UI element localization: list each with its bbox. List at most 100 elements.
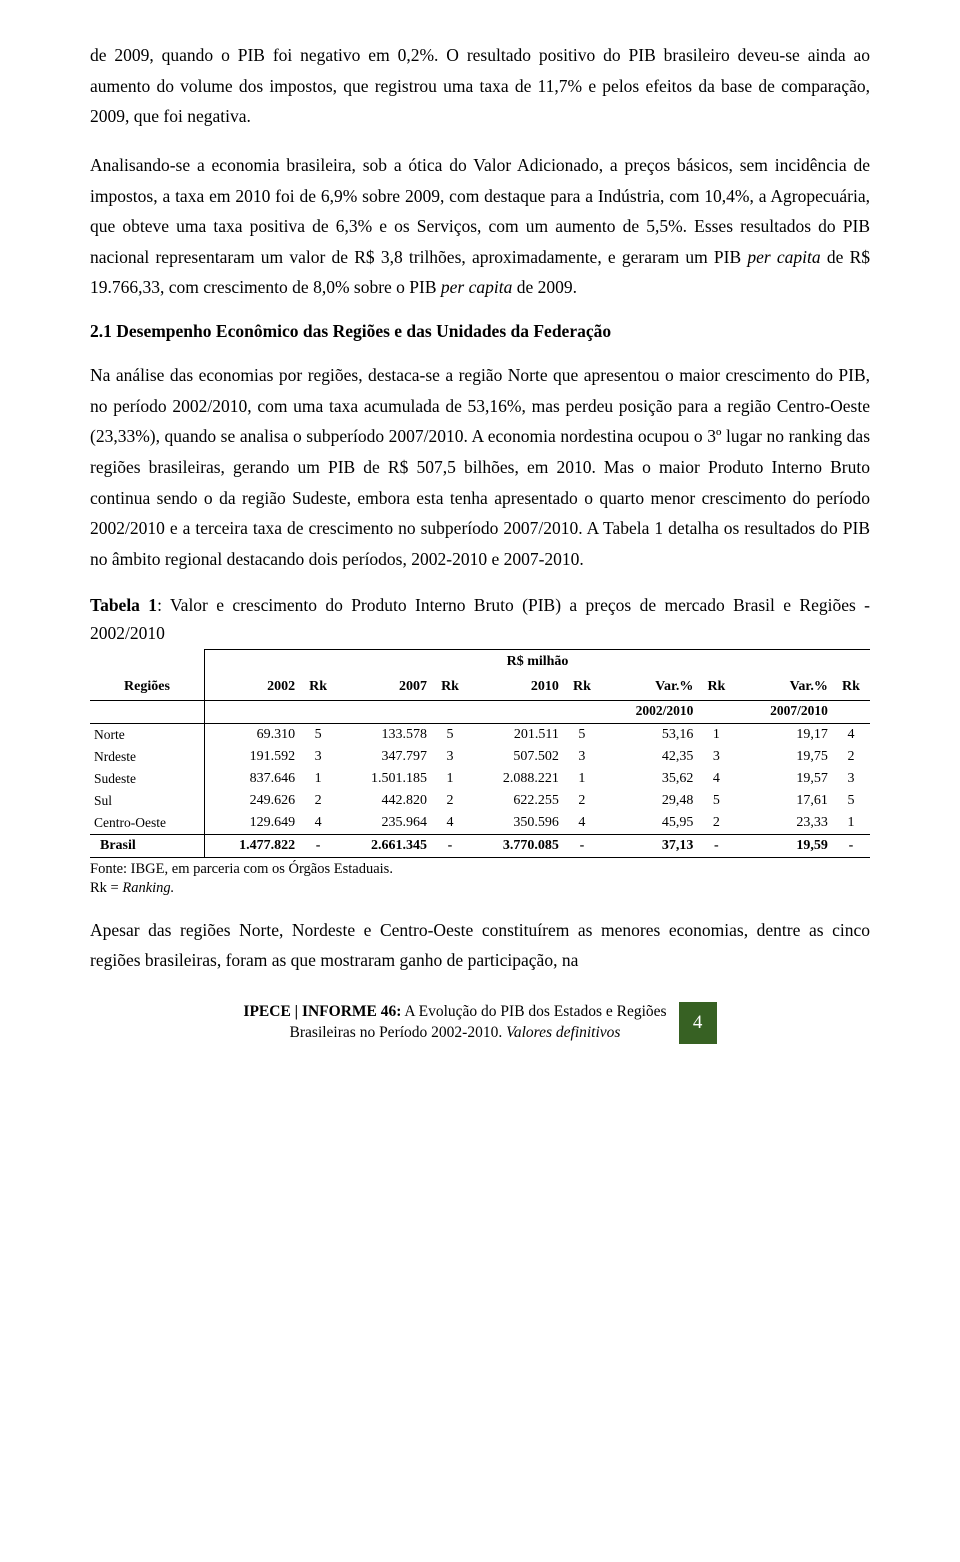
- row-rk1: 3: [299, 746, 337, 768]
- footer-line1b: A Evolução do PIB dos Estados e Regiões: [401, 1003, 666, 1020]
- row-2002: 69.310: [205, 723, 300, 746]
- row-rk2: 1: [431, 768, 469, 790]
- row-2007: 347.797: [337, 746, 431, 768]
- row-rk5: 5: [832, 790, 870, 812]
- table-header-row: Regiões 2002 Rk 2007 Rk 2010 Rk Var.% Rk…: [90, 674, 870, 701]
- total-name: Brasil: [90, 834, 205, 857]
- row-rk3: 2: [563, 790, 601, 812]
- table-row: Nrdeste191.5923347.7973507.502342,35319,…: [90, 746, 870, 768]
- row-2002: 129.649: [205, 812, 300, 835]
- row-2007: 235.964: [337, 812, 431, 835]
- total-2007: 2.661.345: [337, 834, 431, 857]
- paragraph-2: Analisando-se a economia brasileira, sob…: [90, 150, 870, 303]
- row-2007: 133.578: [337, 723, 431, 746]
- pib-table: R$ milhão Regiões 2002 Rk 2007 Rk 2010 R…: [90, 649, 870, 858]
- sub-2007-2010: 2007/2010: [735, 700, 831, 723]
- table-total-row: Brasil 1.477.822 - 2.661.345 - 3.770.085…: [90, 834, 870, 857]
- paragraph-3: Na análise das economias por regiões, de…: [90, 360, 870, 574]
- note-rk-italic: Ranking.: [122, 880, 174, 896]
- row-rk1: 1: [299, 768, 337, 790]
- row-rk1: 4: [299, 812, 337, 835]
- footer-line2b: Valores definitivos: [506, 1024, 620, 1041]
- row-name: Nrdeste: [90, 746, 205, 768]
- table-unit-row: R$ milhão: [90, 649, 870, 674]
- row-rk2: 2: [431, 790, 469, 812]
- row-var1: 42,35: [601, 746, 697, 768]
- row-var2: 17,61: [735, 790, 831, 812]
- sub-2002-2010: 2002/2010: [601, 700, 697, 723]
- row-rk5: 2: [832, 746, 870, 768]
- row-name: Centro-Oeste: [90, 812, 205, 835]
- note-rk-a: Rk =: [90, 880, 122, 896]
- row-2010: 622.255: [469, 790, 563, 812]
- total-rk3: -: [563, 834, 601, 857]
- table-row: Norte69.3105133.5785201.511553,16119,174: [90, 723, 870, 746]
- row-2002: 837.646: [205, 768, 300, 790]
- row-rk4: 1: [697, 723, 735, 746]
- row-rk3: 4: [563, 812, 601, 835]
- footer-text: IPECE | INFORME 46: A Evolução do PIB do…: [243, 1002, 674, 1044]
- row-rk4: 4: [697, 768, 735, 790]
- row-rk3: 3: [563, 746, 601, 768]
- row-var1: 29,48: [601, 790, 697, 812]
- page-number: 4: [679, 1002, 717, 1044]
- col-2002: 2002: [205, 674, 300, 701]
- row-rk1: 2: [299, 790, 337, 812]
- col-var2: Var.%: [735, 674, 831, 701]
- row-2010: 350.596: [469, 812, 563, 835]
- row-rk2: 5: [431, 723, 469, 746]
- row-rk1: 5: [299, 723, 337, 746]
- row-rk2: 4: [431, 812, 469, 835]
- col-rk2: Rk: [431, 674, 469, 701]
- table-row: Sudeste837.64611.501.18512.088.221135,62…: [90, 768, 870, 790]
- total-var2: 19,59: [735, 834, 831, 857]
- row-var2: 19,57: [735, 768, 831, 790]
- row-rk4: 2: [697, 812, 735, 835]
- table-title: Tabela 1: Valor e crescimento do Produto…: [90, 592, 870, 646]
- table-subheader-row: 2002/2010 2007/2010: [90, 700, 870, 723]
- total-rk2: -: [431, 834, 469, 857]
- col-2010: 2010: [469, 674, 563, 701]
- col-rk3: Rk: [563, 674, 601, 701]
- col-regioes: Regiões: [90, 674, 205, 701]
- table-row: Centro-Oeste129.6494235.9644350.596445,9…: [90, 812, 870, 835]
- row-var1: 53,16: [601, 723, 697, 746]
- col-rk1: Rk: [299, 674, 337, 701]
- row-2007: 1.501.185: [337, 768, 431, 790]
- row-rk3: 1: [563, 768, 601, 790]
- row-name: Norte: [90, 723, 205, 746]
- paragraph-4: Apesar das regiões Norte, Nordeste e Cen…: [90, 915, 870, 976]
- row-var2: 23,33: [735, 812, 831, 835]
- document-page: de 2009, quando o PIB foi negativo em 0,…: [0, 0, 960, 1074]
- row-2007: 442.820: [337, 790, 431, 812]
- page-footer: IPECE | INFORME 46: A Evolução do PIB do…: [90, 1002, 870, 1044]
- col-rk4: Rk: [697, 674, 735, 701]
- col-rk5: Rk: [832, 674, 870, 701]
- row-name: Sudeste: [90, 768, 205, 790]
- footer-bold: IPECE | INFORME 46:: [243, 1003, 401, 1020]
- table-title-bold: Tabela 1: [90, 595, 157, 615]
- row-rk4: 5: [697, 790, 735, 812]
- row-2002: 191.592: [205, 746, 300, 768]
- p2-italic-1: per capita: [747, 247, 820, 267]
- table-footnote: Fonte: IBGE, em parceria com os Órgãos E…: [90, 860, 870, 899]
- col-2007: 2007: [337, 674, 431, 701]
- footer-line2a: Brasileiras no Período 2002-2010.: [290, 1024, 507, 1041]
- total-2002: 1.477.822: [205, 834, 300, 857]
- row-var1: 35,62: [601, 768, 697, 790]
- note-source: Fonte: IBGE, em parceria com os Órgãos E…: [90, 861, 393, 877]
- row-var2: 19,17: [735, 723, 831, 746]
- p2-italic-2: per capita: [441, 277, 512, 297]
- row-var2: 19,75: [735, 746, 831, 768]
- row-2010: 507.502: [469, 746, 563, 768]
- row-var1: 45,95: [601, 812, 697, 835]
- row-rk3: 5: [563, 723, 601, 746]
- total-rk1: -: [299, 834, 337, 857]
- row-rk5: 1: [832, 812, 870, 835]
- row-rk5: 3: [832, 768, 870, 790]
- table-row: Sul249.6262442.8202622.255229,48517,615: [90, 790, 870, 812]
- row-2010: 2.088.221: [469, 768, 563, 790]
- row-rk2: 3: [431, 746, 469, 768]
- table-title-rest: : Valor e crescimento do Produto Interno…: [90, 595, 870, 642]
- paragraph-1: de 2009, quando o PIB foi negativo em 0,…: [90, 40, 870, 132]
